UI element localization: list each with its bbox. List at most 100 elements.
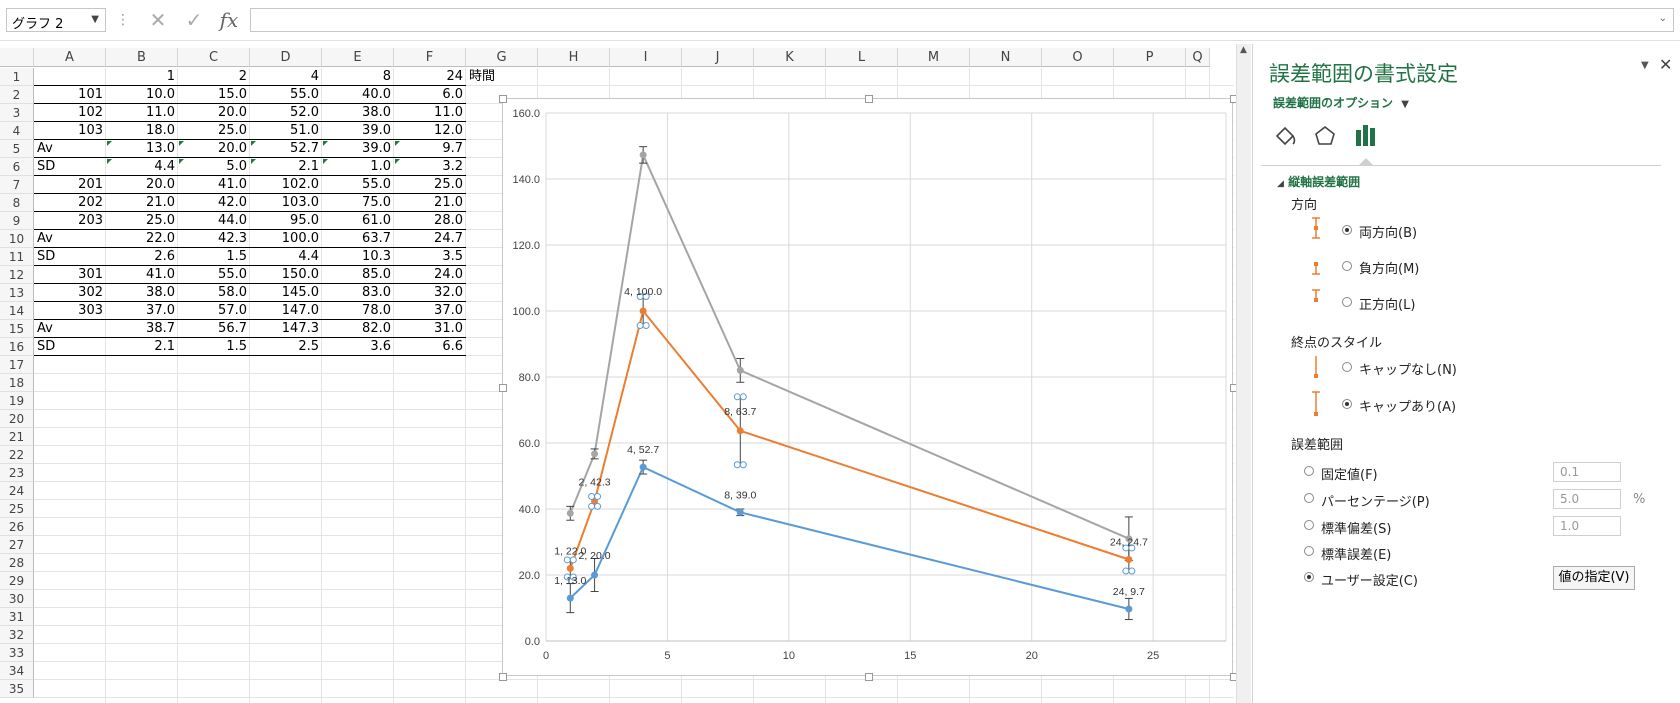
- row-header-32[interactable]: 32: [0, 626, 34, 644]
- selection-handle[interactable]: [733, 461, 741, 469]
- selection-handle[interactable]: [1128, 544, 1136, 552]
- selection-handle[interactable]: [642, 292, 650, 300]
- cell-a15[interactable]: Av: [37, 321, 53, 336]
- cell-f14[interactable]: 37.0: [434, 303, 463, 318]
- option-fixed-value[interactable]: 固定値(F): [1321, 468, 1378, 483]
- expand-formula-icon[interactable]: ⌄: [1658, 13, 1667, 24]
- row-header-13[interactable]: 13: [0, 284, 34, 302]
- cell-d13[interactable]: 145.0: [281, 285, 319, 300]
- specify-value-button[interactable]: 値の指定(V): [1553, 566, 1635, 590]
- selection-handle[interactable]: [563, 556, 571, 564]
- cell-d9[interactable]: 95.0: [290, 213, 319, 228]
- option-both-direction[interactable]: 両方向(B): [1359, 226, 1418, 241]
- column-header-j[interactable]: J: [682, 48, 754, 67]
- cell-e10[interactable]: 63.7: [362, 231, 391, 246]
- cell-e9[interactable]: 61.0: [362, 213, 391, 228]
- selection-handle[interactable]: [594, 502, 602, 510]
- cell-e8[interactable]: 75.0: [362, 195, 391, 210]
- cell-d12[interactable]: 150.0: [281, 267, 319, 282]
- cell-d7[interactable]: 102.0: [281, 177, 319, 192]
- cell-a8[interactable]: 202: [78, 195, 103, 210]
- radio-no-cap[interactable]: [1342, 362, 1352, 372]
- selection-handle[interactable]: [1122, 567, 1130, 575]
- data-point[interactable]: [1125, 555, 1133, 563]
- radio-custom[interactable]: [1304, 572, 1314, 582]
- error-bar-options-icon[interactable]: [1351, 120, 1381, 150]
- option-cap[interactable]: キャップあり(A): [1359, 400, 1457, 415]
- radio-standard-error[interactable]: [1304, 546, 1314, 556]
- column-header-k[interactable]: K: [754, 48, 826, 67]
- column-header-l[interactable]: L: [826, 48, 898, 67]
- row-header-3[interactable]: 3: [0, 104, 34, 122]
- insert-function-icon[interactable]: fx: [219, 8, 239, 32]
- row-header-4[interactable]: 4: [0, 122, 34, 140]
- cell-b9[interactable]: 25.0: [146, 213, 175, 228]
- cell-a14[interactable]: 303: [78, 303, 103, 318]
- radio-plus-direction[interactable]: [1342, 297, 1352, 307]
- cell-c7[interactable]: 41.0: [218, 177, 247, 192]
- cell-e3[interactable]: 38.0: [362, 105, 391, 120]
- cell-c15[interactable]: 56.7: [218, 321, 247, 336]
- row-header-1[interactable]: 1: [0, 68, 34, 86]
- option-custom[interactable]: ユーザー設定(C): [1321, 574, 1418, 589]
- column-header-a[interactable]: A: [34, 48, 106, 67]
- option-percentage[interactable]: パーセンテージ(P): [1321, 495, 1430, 510]
- column-header-g[interactable]: G: [466, 48, 538, 67]
- cell-f2[interactable]: 6.0: [442, 87, 463, 102]
- cell-f16[interactable]: 6.6: [442, 339, 463, 354]
- cell-d8[interactable]: 103.0: [281, 195, 319, 210]
- selection-handle[interactable]: [569, 556, 577, 564]
- option-plus-direction[interactable]: 正方向(L): [1359, 298, 1416, 313]
- cell-a7[interactable]: 201: [78, 177, 103, 192]
- fixed-value-input[interactable]: 0.1: [1553, 462, 1621, 482]
- row-header-31[interactable]: 31: [0, 608, 34, 626]
- selection-handle[interactable]: [588, 492, 596, 500]
- data-point[interactable]: [591, 571, 599, 579]
- radio-minus-direction[interactable]: [1342, 261, 1352, 271]
- row-header-17[interactable]: 17: [0, 356, 34, 374]
- cell-d14[interactable]: 147.0: [281, 303, 319, 318]
- cell-e15[interactable]: 82.0: [362, 321, 391, 336]
- radio-standard-deviation[interactable]: [1304, 520, 1314, 530]
- data-point[interactable]: [1125, 605, 1133, 613]
- row-header-25[interactable]: 25: [0, 500, 34, 518]
- chart-resize-handle[interactable]: [499, 384, 507, 392]
- collapse-triangle-icon[interactable]: ◢: [1277, 179, 1284, 189]
- percentage-input[interactable]: 5.0: [1553, 489, 1621, 509]
- series-line-1[interactable]: [569, 308, 1130, 569]
- formula-input[interactable]: ⌄: [250, 8, 1674, 32]
- cell-b12[interactable]: 41.0: [146, 267, 175, 282]
- cell-e5[interactable]: 39.0: [362, 141, 391, 156]
- column-header-o[interactable]: O: [1042, 48, 1114, 67]
- cell-e4[interactable]: 39.0: [362, 123, 391, 138]
- section-vertical-error-bar[interactable]: ◢ 縦軸誤差範囲: [1277, 173, 1360, 190]
- cell-c4[interactable]: 25.0: [218, 123, 247, 138]
- selection-handle[interactable]: [1128, 567, 1136, 575]
- cell-b4[interactable]: 18.0: [146, 123, 175, 138]
- data-point[interactable]: [736, 366, 744, 374]
- cell-a3[interactable]: 102: [78, 105, 103, 120]
- cell-b13[interactable]: 38.0: [146, 285, 175, 300]
- column-header-n[interactable]: N: [970, 48, 1042, 67]
- cell-c3[interactable]: 20.0: [218, 105, 247, 120]
- row-header-29[interactable]: 29: [0, 572, 34, 590]
- fill-line-icon[interactable]: [1271, 122, 1299, 150]
- option-standard-deviation[interactable]: 標準偏差(S): [1321, 522, 1392, 537]
- option-minus-direction[interactable]: 負方向(M): [1359, 262, 1420, 277]
- selection-handle[interactable]: [636, 322, 644, 330]
- cell-e11[interactable]: 10.3: [362, 249, 391, 264]
- chart-resize-handle[interactable]: [864, 95, 873, 103]
- cell-e12[interactable]: 85.0: [362, 267, 391, 282]
- series-line-2[interactable]: [569, 151, 1130, 540]
- row-header-10[interactable]: 10: [0, 230, 34, 248]
- cell-c8[interactable]: 42.0: [218, 195, 247, 210]
- data-point[interactable]: [1125, 535, 1133, 543]
- cell-e1[interactable]: 8: [382, 69, 391, 84]
- chart-resize-handle[interactable]: [499, 95, 507, 103]
- cell-c16[interactable]: 1.5: [226, 339, 247, 354]
- cell-a13[interactable]: 302: [78, 285, 103, 300]
- selection-handle[interactable]: [569, 573, 577, 581]
- radio-cap[interactable]: [1342, 399, 1352, 409]
- cell-a4[interactable]: 103: [78, 123, 103, 138]
- row-header-23[interactable]: 23: [0, 464, 34, 482]
